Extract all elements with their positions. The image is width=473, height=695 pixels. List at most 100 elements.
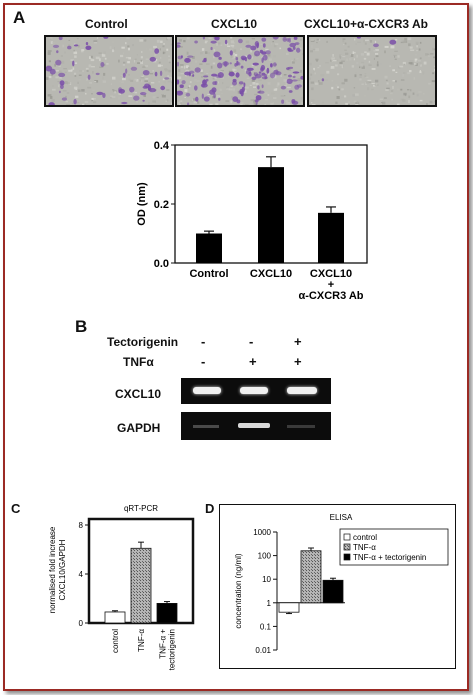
x-tick-label: control [111, 629, 120, 653]
texture-speck [177, 76, 182, 79]
texture-speck [179, 46, 183, 48]
texture-speck [374, 40, 377, 44]
texture-speck [389, 65, 391, 67]
texture-speck [73, 62, 78, 64]
texture-speck [314, 82, 318, 85]
stained-cell [269, 72, 276, 79]
texture-speck [279, 47, 281, 49]
texture-speck [154, 53, 157, 57]
texture-speck [125, 56, 130, 59]
texture-speck [206, 63, 210, 65]
texture-speck [397, 55, 400, 58]
texture-speck [120, 81, 125, 84]
stained-cell [228, 71, 235, 77]
texture-speck [316, 38, 320, 41]
stained-cell [224, 39, 228, 45]
texture-speck [386, 82, 389, 85]
stained-cell [203, 58, 207, 63]
stained-cell [194, 40, 198, 44]
texture-speck [385, 79, 388, 82]
texture-speck [168, 58, 172, 62]
texture-speck [74, 55, 77, 58]
texture-speck [48, 76, 52, 79]
stained-cell [272, 37, 279, 40]
stained-cell [291, 99, 296, 104]
texture-speck [244, 89, 247, 93]
texture-speck [425, 53, 428, 56]
texture-speck [419, 70, 421, 73]
texture-speck [311, 87, 314, 91]
texture-speck [222, 82, 224, 85]
texture-speck [407, 89, 410, 91]
stained-cell [373, 43, 379, 48]
texture-speck [68, 69, 72, 72]
texture-speck [103, 51, 107, 55]
texture-speck [109, 46, 112, 50]
gel-cxcl10 [181, 378, 331, 404]
stained-cell [229, 62, 232, 65]
treatment-sign: + [294, 354, 302, 369]
texture-speck [230, 37, 233, 39]
texture-speck [171, 81, 172, 84]
texture-speck [361, 66, 365, 69]
texture-speck [320, 73, 325, 77]
stained-cell [177, 79, 180, 85]
texture-speck [415, 63, 418, 66]
stained-cell [292, 75, 296, 79]
stained-cell [149, 56, 156, 62]
texture-speck [338, 64, 340, 66]
texture-speck [123, 61, 126, 64]
texture-speck [272, 102, 274, 105]
texture-speck [431, 80, 435, 83]
texture-speck [165, 68, 169, 72]
texture-speck [180, 100, 183, 102]
micrograph-texture [46, 37, 172, 105]
texture-speck [143, 94, 146, 97]
panel-d-box [219, 504, 456, 669]
texture-speck [134, 58, 137, 60]
texture-speck [402, 40, 407, 43]
stained-cell [140, 92, 147, 96]
texture-speck [156, 39, 160, 43]
texture-speck [142, 65, 145, 68]
texture-speck [130, 79, 134, 82]
stained-cell [238, 81, 244, 85]
texture-speck [121, 46, 125, 49]
stained-cell [102, 92, 106, 98]
texture-speck [251, 56, 253, 59]
bar [156, 602, 178, 624]
row-label-tnfa: TNFα [123, 355, 154, 369]
texture-speck [50, 41, 53, 44]
texture-speck [215, 91, 217, 93]
texture-speck [361, 83, 364, 86]
texture-speck [128, 78, 131, 81]
texture-speck [100, 57, 104, 60]
texture-speck [157, 64, 161, 67]
texture-speck [373, 84, 376, 87]
stained-cell [52, 44, 60, 48]
stained-cell [292, 46, 296, 50]
texture-speck [253, 86, 256, 88]
stained-cell [261, 51, 267, 55]
texture-speck [196, 79, 200, 83]
texture-speck [408, 100, 410, 103]
texture-speck [52, 88, 56, 91]
texture-speck [92, 89, 95, 92]
texture-speck [186, 51, 189, 55]
texture-speck [400, 88, 403, 91]
texture-speck [122, 52, 125, 55]
texture-speck [276, 84, 279, 87]
texture-speck [180, 64, 184, 67]
texture-speck [354, 74, 357, 78]
texture-speck [179, 102, 182, 104]
texture-speck [128, 57, 131, 60]
texture-speck [428, 55, 430, 58]
stained-cell [210, 46, 213, 51]
micrograph-cxcl10-antibody [307, 35, 437, 107]
texture-speck [92, 71, 94, 74]
texture-speck [149, 50, 152, 52]
texture-speck [399, 65, 404, 68]
texture-speck [334, 37, 337, 40]
texture-speck [233, 49, 237, 53]
texture-speck [72, 67, 75, 70]
